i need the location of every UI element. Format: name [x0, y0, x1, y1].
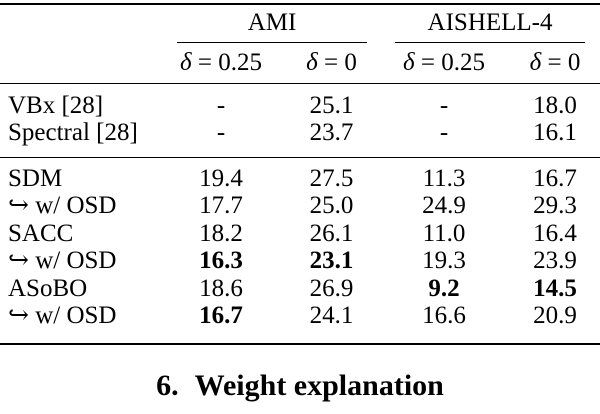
delta-value: = 0 [547, 48, 581, 76]
cell-value: 19.4 [199, 164, 243, 192]
table-row: Spectral [28] -23.7-16.1 [0, 119, 600, 158]
table-row: ↪ w/ OSD 17.7 25.0 24.9 29.3 [0, 192, 600, 220]
cell-value: 25.0 [309, 192, 354, 219]
empty-corner-cell [0, 4, 157, 43]
cell-value: 16.7 [199, 302, 243, 329]
sub-header-delta-0-aishell4: δ = 0 [510, 43, 600, 84]
cell-value: 11.3 [422, 164, 466, 192]
group-header-cell-ami: AMI [157, 4, 378, 43]
section-number: 6. [156, 369, 179, 402]
delta-symbol: δ [306, 48, 318, 76]
table-row: SDM 19.4 27.5 11.3 16.7 [0, 157, 600, 192]
cell-value: - [378, 119, 511, 158]
cell-value: 11.0 [422, 219, 466, 247]
cell-value: 16.7 [533, 164, 577, 192]
cell-value: 26.1 [309, 219, 354, 247]
row-label: ↪ w/ OSD [8, 302, 117, 329]
cell-value: 27.5 [309, 164, 354, 192]
group-header-row: AMI AISHELL-4 [0, 4, 600, 43]
sub-header-delta-025-ami: δ = 0.25 [157, 43, 285, 84]
row-label: ↪ w/ OSD [8, 192, 117, 219]
table-row: VBx [28] - 25.1 - 18.0 [0, 83, 600, 119]
row-label: ↪ w/ OSD [8, 247, 117, 274]
cell-value: 19.3 [422, 247, 466, 274]
cell-value: 24.9 [422, 192, 466, 219]
cell-value: 9.2 [428, 274, 460, 302]
cell-value: 16.6 [422, 302, 466, 329]
cell-value: 16.3 [199, 247, 243, 274]
cell-value: 26.9 [309, 274, 354, 302]
cell-value: 16.1 [510, 119, 600, 158]
cell-value: 23.7 [285, 119, 379, 158]
empty-corner-cell [0, 43, 157, 84]
delta-symbol: δ [180, 48, 192, 76]
cell-value: 20.9 [533, 302, 577, 329]
delta-symbol: δ [403, 48, 415, 76]
section-heading: 6. Weight explanation [0, 369, 600, 403]
cell-value: 23.9 [533, 247, 577, 274]
table-row: ASoBO 18.6 26.9 9.2 14.5 [0, 275, 600, 303]
cell-value: 14.5 [533, 274, 577, 302]
table-row: SACC 18.2 26.1 11.0 16.4 [0, 220, 600, 248]
cell-value: - [439, 91, 449, 119]
sub-header-delta-025-aishell4: δ = 0.25 [378, 43, 511, 84]
sub-header-row: δ = 0.25 δ = 0 δ = 0.25 δ = 0 [0, 43, 600, 84]
cell-value: - [216, 91, 226, 119]
delta-value: = 0.25 [197, 48, 262, 76]
cell-value: 29.3 [533, 192, 577, 219]
group-header-aishell4: AISHELL-4 [395, 9, 586, 43]
row-label: VBx [28] [8, 91, 104, 119]
cell-value: 24.1 [309, 302, 354, 329]
cell-value: 23.1 [309, 247, 354, 274]
cell-value: - [157, 119, 285, 158]
cell-value: 18.2 [199, 219, 243, 247]
table-row: ↪ w/ OSD 16.3 23.1 19.3 23.9 [0, 247, 600, 275]
delta-symbol: δ [529, 48, 542, 76]
cell-value: 17.7 [199, 192, 243, 219]
cell-value: 18.0 [533, 91, 577, 119]
row-label: ASoBO [8, 274, 88, 302]
delta-value: = 0.25 [420, 48, 485, 76]
group-header-cell-aishell4: AISHELL-4 [378, 4, 600, 43]
results-table: AMI AISHELL-4 δ = 0.25 δ = 0 δ = 0. [0, 3, 600, 345]
row-label: SDM [8, 164, 63, 192]
section-title: Weight explanation [194, 369, 444, 402]
row-label: Spectral [28] [0, 119, 157, 158]
sub-header-delta-0-ami: δ = 0 [285, 43, 379, 84]
row-label: SACC [8, 219, 74, 247]
cell-value: 25.1 [309, 91, 354, 119]
group-header-ami: AMI [177, 9, 368, 43]
cell-value: 16.4 [533, 219, 577, 247]
delta-value: = 0 [324, 48, 357, 76]
table-row: ↪ w/ OSD 16.7 24.1 16.6 20.9 [0, 302, 600, 344]
cell-value: 18.6 [199, 274, 243, 302]
